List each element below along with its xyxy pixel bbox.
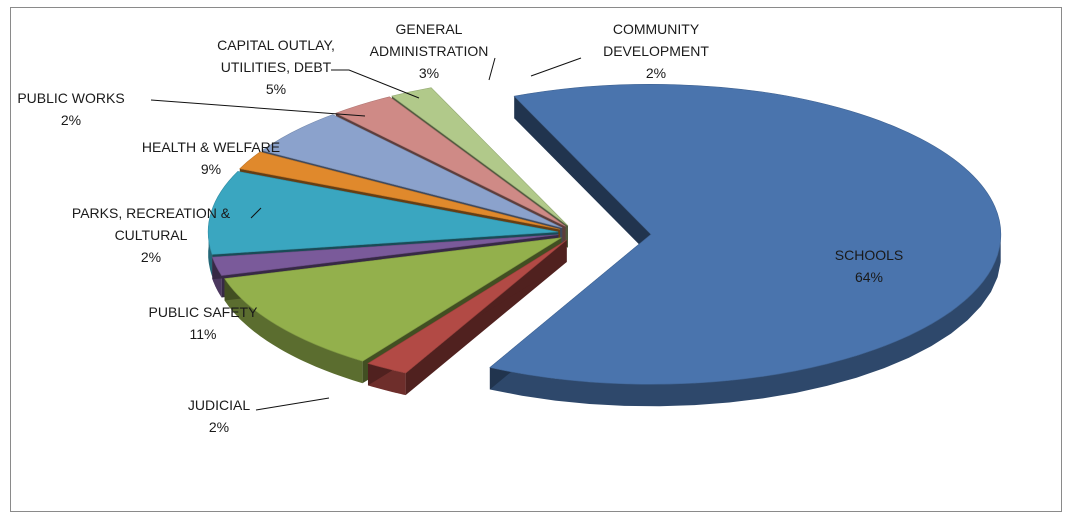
pie-slice-cut-face [212,234,559,280]
pie-slice-top [207,171,559,255]
pie-slice-top [239,151,561,230]
leader-line [255,397,330,411]
slice-label-parks-recreation-cultural: PARKS, RECREATION & CULTURAL 2% [72,205,231,265]
leader-line [488,57,496,81]
leader-line [250,207,262,219]
leader-line [150,99,366,117]
slice-labels: SCHOOLS 64% JUDICIAL 2% PUBLIC SAFETY 11% PARK… [17,21,903,435]
pie-slice-schools [489,83,1002,407]
pie-slice-top [335,96,566,227]
pie-slice-side [208,224,213,277]
pie-slice-top [391,87,569,226]
chart-frame: SCHOOLS 64% JUDICIAL 2% PUBLIC SAFETY 11% PARK… [10,7,1062,512]
slice-label-schools: SCHOOLS 64% [835,247,903,285]
pie-slice-side [489,240,1001,407]
slice-label-health-welfare: HEALTH & WELFARE 9% [142,139,280,177]
leader-line [331,69,420,99]
pie-slice-judicial [367,239,567,396]
leader-line [530,57,582,77]
pie-slice-cut-face [514,96,651,257]
slice-label-public-works: PUBLIC WORKS 2% [17,90,124,128]
slice-label-judicial: JUDICIAL 2% [188,397,250,435]
pie-slice-top [224,237,562,362]
slice-label-community-development: COMMUNITY DEVELOPMENT 2% [603,21,709,81]
pie-chart: SCHOOLS 64% JUDICIAL 2% PUBLIC SAFETY 11% PARK… [17,21,1002,435]
pie-slice-side [224,278,363,384]
pie-slice-top [261,114,563,229]
slice-label-general-administration: GENERAL ADMINISTRATION 3% [370,21,489,81]
slice-label-capital-outlay-utilities-debt: CAPITAL OUTLAY, UTILITIES, DEBT 5% [217,37,335,97]
slice-label-public-safety: PUBLIC SAFETY 11% [149,304,259,342]
leader-lines [150,57,582,411]
slices-group [207,83,1002,407]
pie-slice-top [367,239,567,374]
pie-slice-top [211,234,559,276]
pie-slice-top [489,83,1002,385]
